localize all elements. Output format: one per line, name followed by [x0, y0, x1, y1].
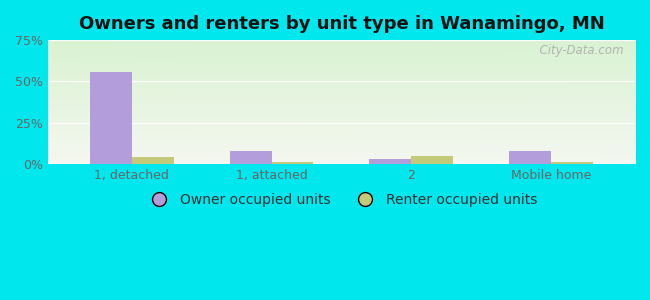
Bar: [132, 158, 174, 164]
Bar: [551, 161, 593, 164]
Text: City-Data.com: City-Data.com: [532, 44, 623, 57]
Legend: Owner occupied units, Renter occupied units: Owner occupied units, Renter occupied un…: [140, 188, 543, 213]
Title: Owners and renters by unit type in Wanamingo, MN: Owners and renters by unit type in Wanam…: [79, 15, 604, 33]
Bar: [369, 159, 411, 164]
Bar: [411, 156, 453, 164]
Bar: [90, 72, 132, 164]
Bar: [229, 151, 272, 164]
Bar: [509, 151, 551, 164]
Bar: [272, 161, 313, 164]
